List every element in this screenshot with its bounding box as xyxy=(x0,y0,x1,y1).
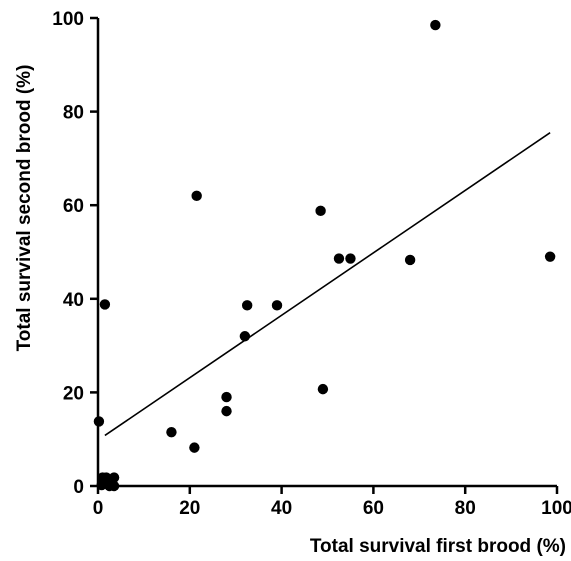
data-point xyxy=(93,416,105,427)
data-point xyxy=(166,426,177,438)
y-tick-label-100: 100 xyxy=(52,9,84,30)
data-point xyxy=(345,253,356,264)
y-tick-label-60: 60 xyxy=(63,196,84,217)
x-tick-label-0: 0 xyxy=(93,498,104,519)
data-point xyxy=(221,391,232,403)
axes xyxy=(96,18,557,488)
y-tick-label-80: 80 xyxy=(63,103,84,124)
x-tick-label-40: 40 xyxy=(271,498,292,519)
data-point xyxy=(404,254,416,266)
data-point xyxy=(108,480,120,492)
x-axis-title: Total survival first brood (%) xyxy=(310,536,566,557)
data-point xyxy=(108,472,120,483)
y-axis-title: Total survival second brood (%) xyxy=(14,65,35,352)
y-tick-label-0: 0 xyxy=(73,477,84,498)
data-point xyxy=(271,300,283,311)
data-point xyxy=(241,300,253,311)
y-tick-label-40: 40 xyxy=(63,290,84,311)
data-point xyxy=(189,442,200,453)
x-tick-label-60: 60 xyxy=(363,498,384,519)
data-point xyxy=(333,253,345,264)
y-ticks: 0 20 40 60 80 100 xyxy=(52,9,98,498)
data-point xyxy=(315,205,326,217)
data-point xyxy=(101,472,112,483)
x-tick-label-20: 20 xyxy=(179,498,200,519)
x-ticks: 0 20 40 60 80 100 xyxy=(93,486,571,519)
data-point xyxy=(221,405,232,417)
regression-line xyxy=(104,131,551,437)
data-point xyxy=(96,479,107,491)
x-tick-label-80: 80 xyxy=(455,498,476,519)
data-points xyxy=(93,19,556,492)
y-tick-label-20: 20 xyxy=(63,383,84,404)
data-point xyxy=(99,299,111,310)
x-tick-label-100: 100 xyxy=(541,498,571,519)
data-point xyxy=(239,331,251,342)
data-point xyxy=(430,19,441,31)
data-point xyxy=(544,251,556,262)
data-point xyxy=(317,383,329,395)
data-point xyxy=(191,190,202,202)
